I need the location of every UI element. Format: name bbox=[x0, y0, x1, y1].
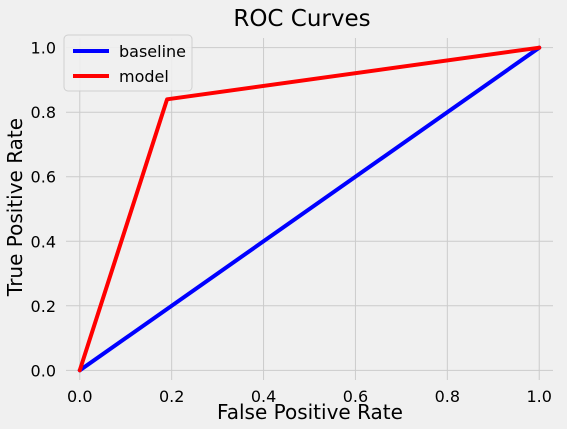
series-lines bbox=[77, 45, 542, 373]
tick-labels: 0.0 0.2 0.4 0.6 0.8 1.0 0.0 0.2 0.4 0.6 0.8 1.0 bbox=[31, 39, 552, 406]
series-line-baseline bbox=[77, 45, 542, 373]
legend: baseline model bbox=[63, 34, 193, 92]
x-axis-label: False Positive Rate bbox=[217, 400, 403, 424]
y-tick-label: 0.0 bbox=[31, 361, 56, 380]
y-tick-label: 0.8 bbox=[31, 103, 56, 122]
y-tick-label: 0.4 bbox=[31, 232, 56, 251]
x-tick-label: 0.2 bbox=[159, 387, 184, 406]
x-tick-label: 0.6 bbox=[343, 387, 368, 406]
y-axis-label: True Positive Rate bbox=[3, 118, 27, 297]
y-tick-label: 1.0 bbox=[31, 39, 56, 58]
x-tick-label: 0.8 bbox=[435, 387, 460, 406]
y-tick-label: 0.2 bbox=[31, 297, 56, 316]
chart-title: ROC Curves bbox=[233, 6, 370, 32]
legend-label-model: model bbox=[119, 67, 169, 86]
y-tick-label: 0.6 bbox=[31, 168, 56, 187]
x-tick-label: 1.0 bbox=[526, 387, 551, 406]
series-line-model bbox=[77, 45, 542, 373]
x-tick-label: 0.0 bbox=[67, 387, 92, 406]
x-tick-label: 0.4 bbox=[251, 387, 276, 406]
legend-label-baseline: baseline bbox=[119, 42, 186, 61]
